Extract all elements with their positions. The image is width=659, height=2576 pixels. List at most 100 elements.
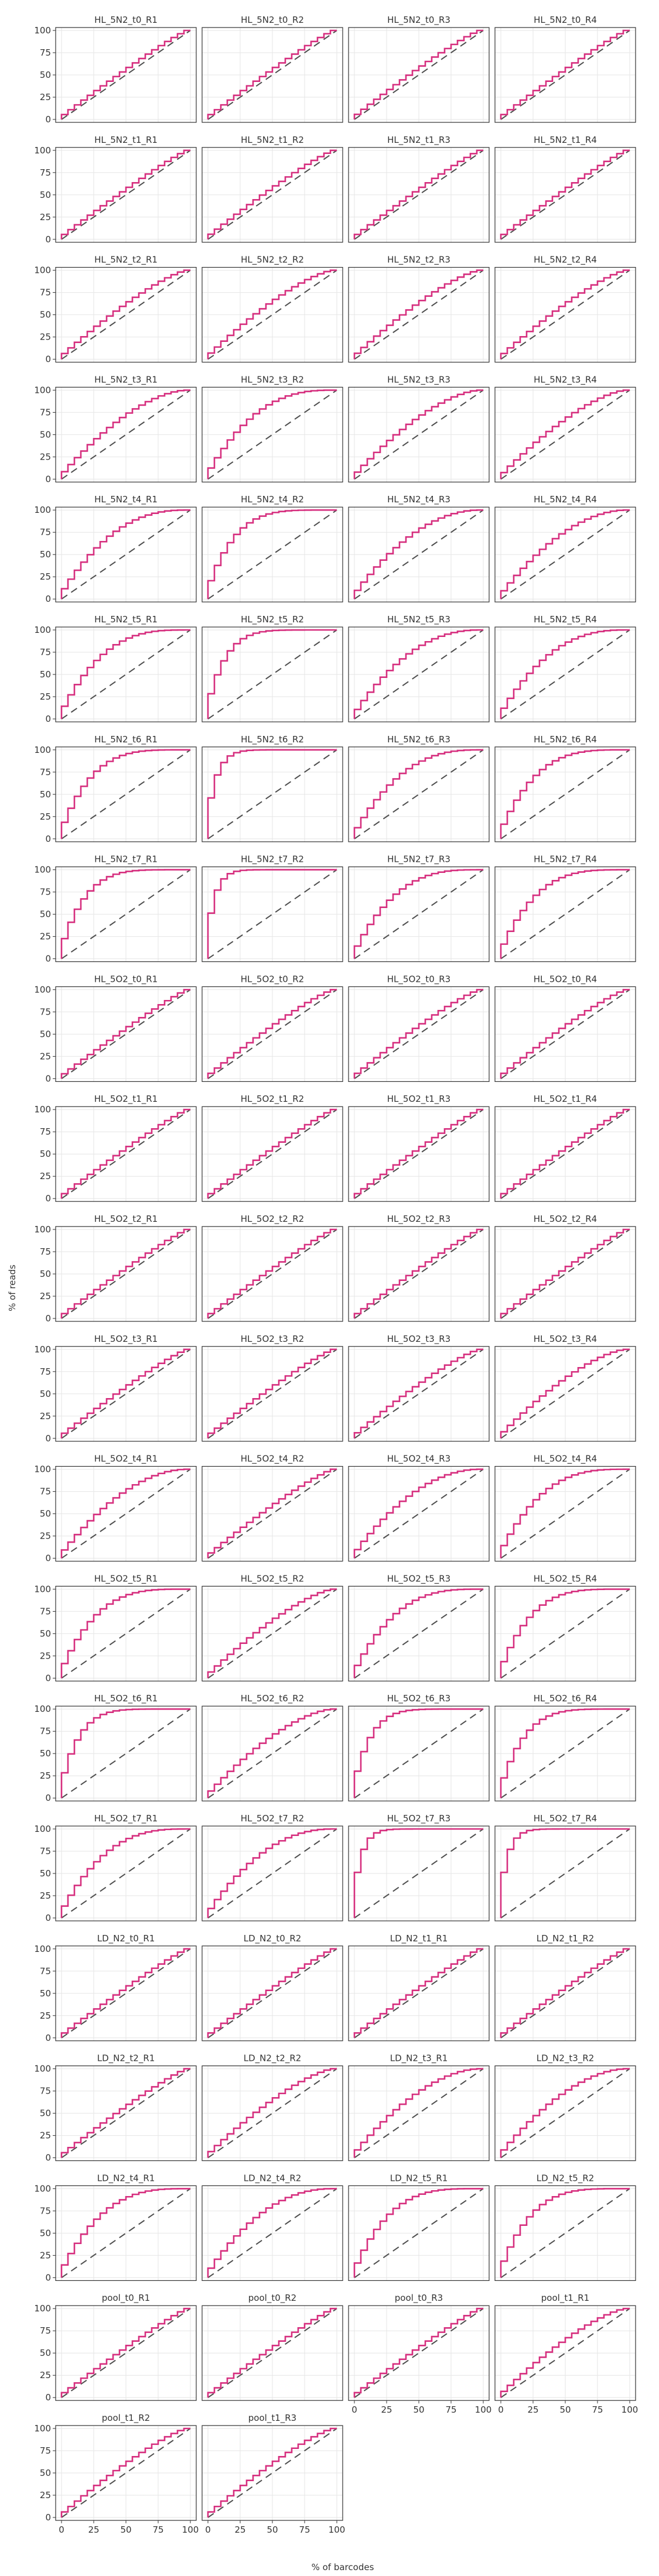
panel-frame <box>494 986 636 1083</box>
cumulative-step-series <box>353 629 483 719</box>
panel-frame <box>348 1705 490 1801</box>
facet-panel: HL_5N2_t7_R3 <box>348 854 490 962</box>
facet-title: HL_5N2_t1_R1 <box>94 135 158 146</box>
diagonal-reference-line <box>354 749 484 840</box>
diagonal-reference-line <box>207 1468 337 1559</box>
panel-frame <box>494 746 636 842</box>
diagonal-reference-line <box>500 269 630 360</box>
diagonal-reference-line <box>207 2188 337 2279</box>
y-tick-label: 75 <box>40 2205 51 2216</box>
facet-panel: HL_5N2_t4_R1 0 25 50 75 100 <box>34 494 197 604</box>
facet-title: HL_5O2_t3_R4 <box>534 1334 597 1345</box>
facet-title: HL_5N2_t0_R2 <box>241 15 304 26</box>
y-tick-label: 100 <box>34 385 51 395</box>
facet-title: HL_5O2_t4_R4 <box>534 1454 597 1465</box>
diagonal-reference-line <box>500 2188 630 2279</box>
facet-panel: pool_t1_R3 0 25 50 75 100 <box>202 2413 345 2535</box>
cumulative-step-series <box>353 989 483 1079</box>
facet-title: HL_5N2_t1_R4 <box>534 135 597 146</box>
panel-frame <box>202 986 343 1083</box>
y-tick-label: 50 <box>40 2468 51 2478</box>
panel-frame <box>348 1945 490 2041</box>
facet-title: LD_N2_t3_R2 <box>537 2053 595 2064</box>
y-tick-label: 25 <box>40 811 51 822</box>
cumulative-step-series <box>60 2427 190 2517</box>
facet-panel: HL_5O2_t2_R3 <box>348 1214 490 1322</box>
cumulative-step-series <box>60 1588 190 1678</box>
facet-panel: HL_5N2_t4_R3 <box>348 494 490 602</box>
panel-grid: HL_5N2_t0_R1 0 25 50 75 100 HL_5N2_t0_R2 HL_5N2… <box>34 15 638 2535</box>
y-tick-label: 50 <box>40 669 51 680</box>
facet-panel: HL_5N2_t2_R4 <box>494 255 636 363</box>
facet-panel: HL_5O2_t1_R4 <box>494 1094 636 1202</box>
panel-frame <box>494 866 636 962</box>
diagonal-reference-line <box>354 149 484 240</box>
cumulative-step-series <box>60 2068 190 2158</box>
y-tick-label: 50 <box>40 1628 51 1639</box>
diagonal-reference-line <box>354 2308 484 2399</box>
cumulative-step-series <box>353 29 483 119</box>
facet-panel: HL_5O2_t3_R2 <box>202 1334 343 1442</box>
diagonal-reference-line <box>61 1708 191 1799</box>
y-tick-label: 25 <box>40 1531 51 1542</box>
facet-title: HL_5N2_t3_R2 <box>241 374 304 385</box>
y-tick-label: 25 <box>40 1890 51 1901</box>
y-tick-label: 0 <box>45 2512 51 2523</box>
x-tick-label: 100 <box>475 2404 492 2415</box>
facet-panel: HL_5O2_t0_R4 <box>494 974 636 1083</box>
diagonal-reference-line <box>207 869 337 960</box>
facet-title: HL_5N2_t4_R1 <box>94 494 158 505</box>
panel-frame <box>494 1466 636 1562</box>
cumulative-step-series <box>500 509 630 600</box>
cumulative-step-series <box>500 1228 630 1318</box>
facet-panel: HL_5O2_t7_R3 <box>348 1813 490 1921</box>
panel-frame <box>494 1226 636 1322</box>
facet-title: HL_5N2_t0_R1 <box>94 15 158 26</box>
cumulative-step-series <box>60 1468 190 1558</box>
diagonal-reference-line <box>500 1109 630 1200</box>
diagonal-reference-line <box>500 1828 630 1919</box>
facet-panel: LD_N2_t5_R1 <box>348 2173 490 2281</box>
facet-title: HL_5N2_t7_R3 <box>387 854 450 865</box>
diagonal-reference-line <box>61 2188 191 2279</box>
facet-panel: HL_5O2_t0_R3 <box>348 974 490 1083</box>
diagonal-reference-line <box>61 509 191 600</box>
diagonal-reference-line <box>207 389 337 480</box>
panel-frame <box>348 1585 490 1681</box>
diagonal-reference-line <box>354 1708 484 1799</box>
diagonal-reference-line <box>207 509 337 600</box>
facet-panel: HL_5O2_t5_R2 <box>202 1573 343 1681</box>
cumulative-step-series <box>207 749 337 839</box>
cumulative-step-series <box>500 1108 630 1199</box>
diagonal-reference-line <box>207 1588 337 1679</box>
diagonal-reference-line <box>207 1229 337 1319</box>
diagonal-reference-line <box>500 149 630 240</box>
facet-title: HL_5N2_t5_R2 <box>241 614 304 625</box>
facet-panel: LD_N2_t4_R1 0 25 50 75 100 <box>34 2173 197 2283</box>
diagonal-reference-line <box>61 1948 191 2039</box>
facet-title: HL_5O2_t7_R3 <box>387 1813 450 1824</box>
diagonal-reference-line <box>354 1828 484 1919</box>
facet-title: HL_5O2_t3_R3 <box>387 1334 450 1345</box>
panel-frame <box>202 1226 343 1322</box>
y-tick-label: 50 <box>40 1988 51 1999</box>
y-tick-label: 0 <box>45 834 51 844</box>
facet-panel: HL_5O2_t5_R1 0 25 50 75 100 <box>34 1573 197 1683</box>
facet-panel: HL_5N2_t2_R1 0 25 50 75 100 <box>34 255 197 365</box>
x-tick-label: 25 <box>234 2524 245 2535</box>
facet-title: HL_5O2_t1_R3 <box>387 1094 450 1105</box>
y-tick-label: 75 <box>40 287 51 298</box>
y-tick-label: 100 <box>34 265 51 276</box>
facet-panel: LD_N2_t3_R2 <box>494 2053 636 2161</box>
facet-panel: HL_5N2_t6_R1 0 25 50 75 100 <box>34 734 197 844</box>
facet-panel: HL_5N2_t2_R3 <box>348 255 490 363</box>
cumulative-step-series <box>207 29 337 119</box>
facet-panel: HL_5O2_t7_R2 <box>202 1813 343 1921</box>
y-tick-label: 0 <box>45 714 51 724</box>
y-tick-label: 75 <box>40 407 51 417</box>
cumulative-step-series <box>60 1948 190 2038</box>
facet-title: HL_5O2_t6_R1 <box>94 1693 158 1704</box>
diagonal-reference-line <box>61 1229 191 1319</box>
panel-frame <box>202 2185 343 2281</box>
facet-title: pool_t1_R3 <box>248 2413 296 2424</box>
